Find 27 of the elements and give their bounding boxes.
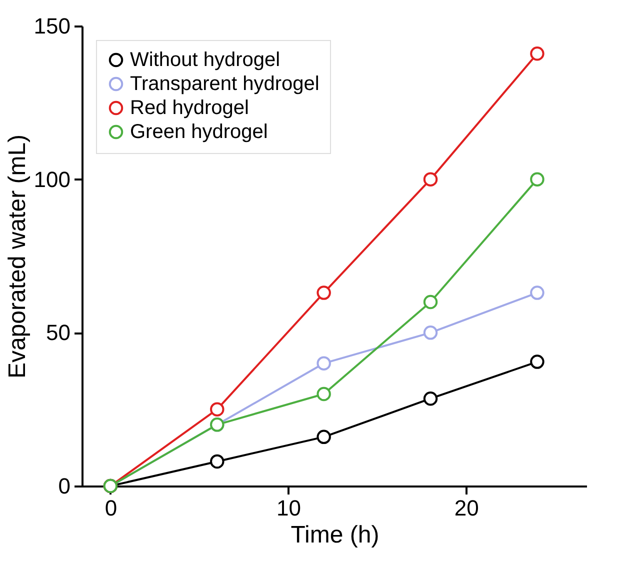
point	[210, 402, 224, 416]
point	[316, 356, 331, 370]
point	[423, 172, 438, 186]
point	[423, 326, 438, 340]
x-tick-label: 10	[276, 496, 302, 520]
y-tick-label: 150	[34, 14, 70, 38]
point	[316, 286, 331, 300]
point	[423, 391, 438, 406]
point	[423, 294, 438, 310]
point	[316, 430, 331, 444]
legend-label: Transparent hydrogel	[130, 73, 320, 95]
legend-label: Green hydrogel	[130, 121, 268, 143]
point	[530, 354, 544, 369]
y-tick-label: 50	[46, 320, 70, 346]
point	[210, 454, 224, 469]
x-tick-label: 20	[454, 496, 479, 520]
point	[316, 386, 331, 402]
y-tick-label: 0	[58, 474, 70, 498]
point	[530, 286, 544, 300]
x-tick-label: 0	[104, 496, 118, 520]
y-tick-label: 100	[34, 166, 70, 192]
x-axis-title: Time (h)	[290, 522, 380, 548]
point	[530, 172, 544, 186]
legend-label: Red hydrogel	[130, 97, 249, 119]
y-axis-title: Evaporated water (mL)	[4, 134, 31, 379]
point	[530, 46, 544, 61]
legend-label: Without hydrogel	[130, 49, 280, 71]
